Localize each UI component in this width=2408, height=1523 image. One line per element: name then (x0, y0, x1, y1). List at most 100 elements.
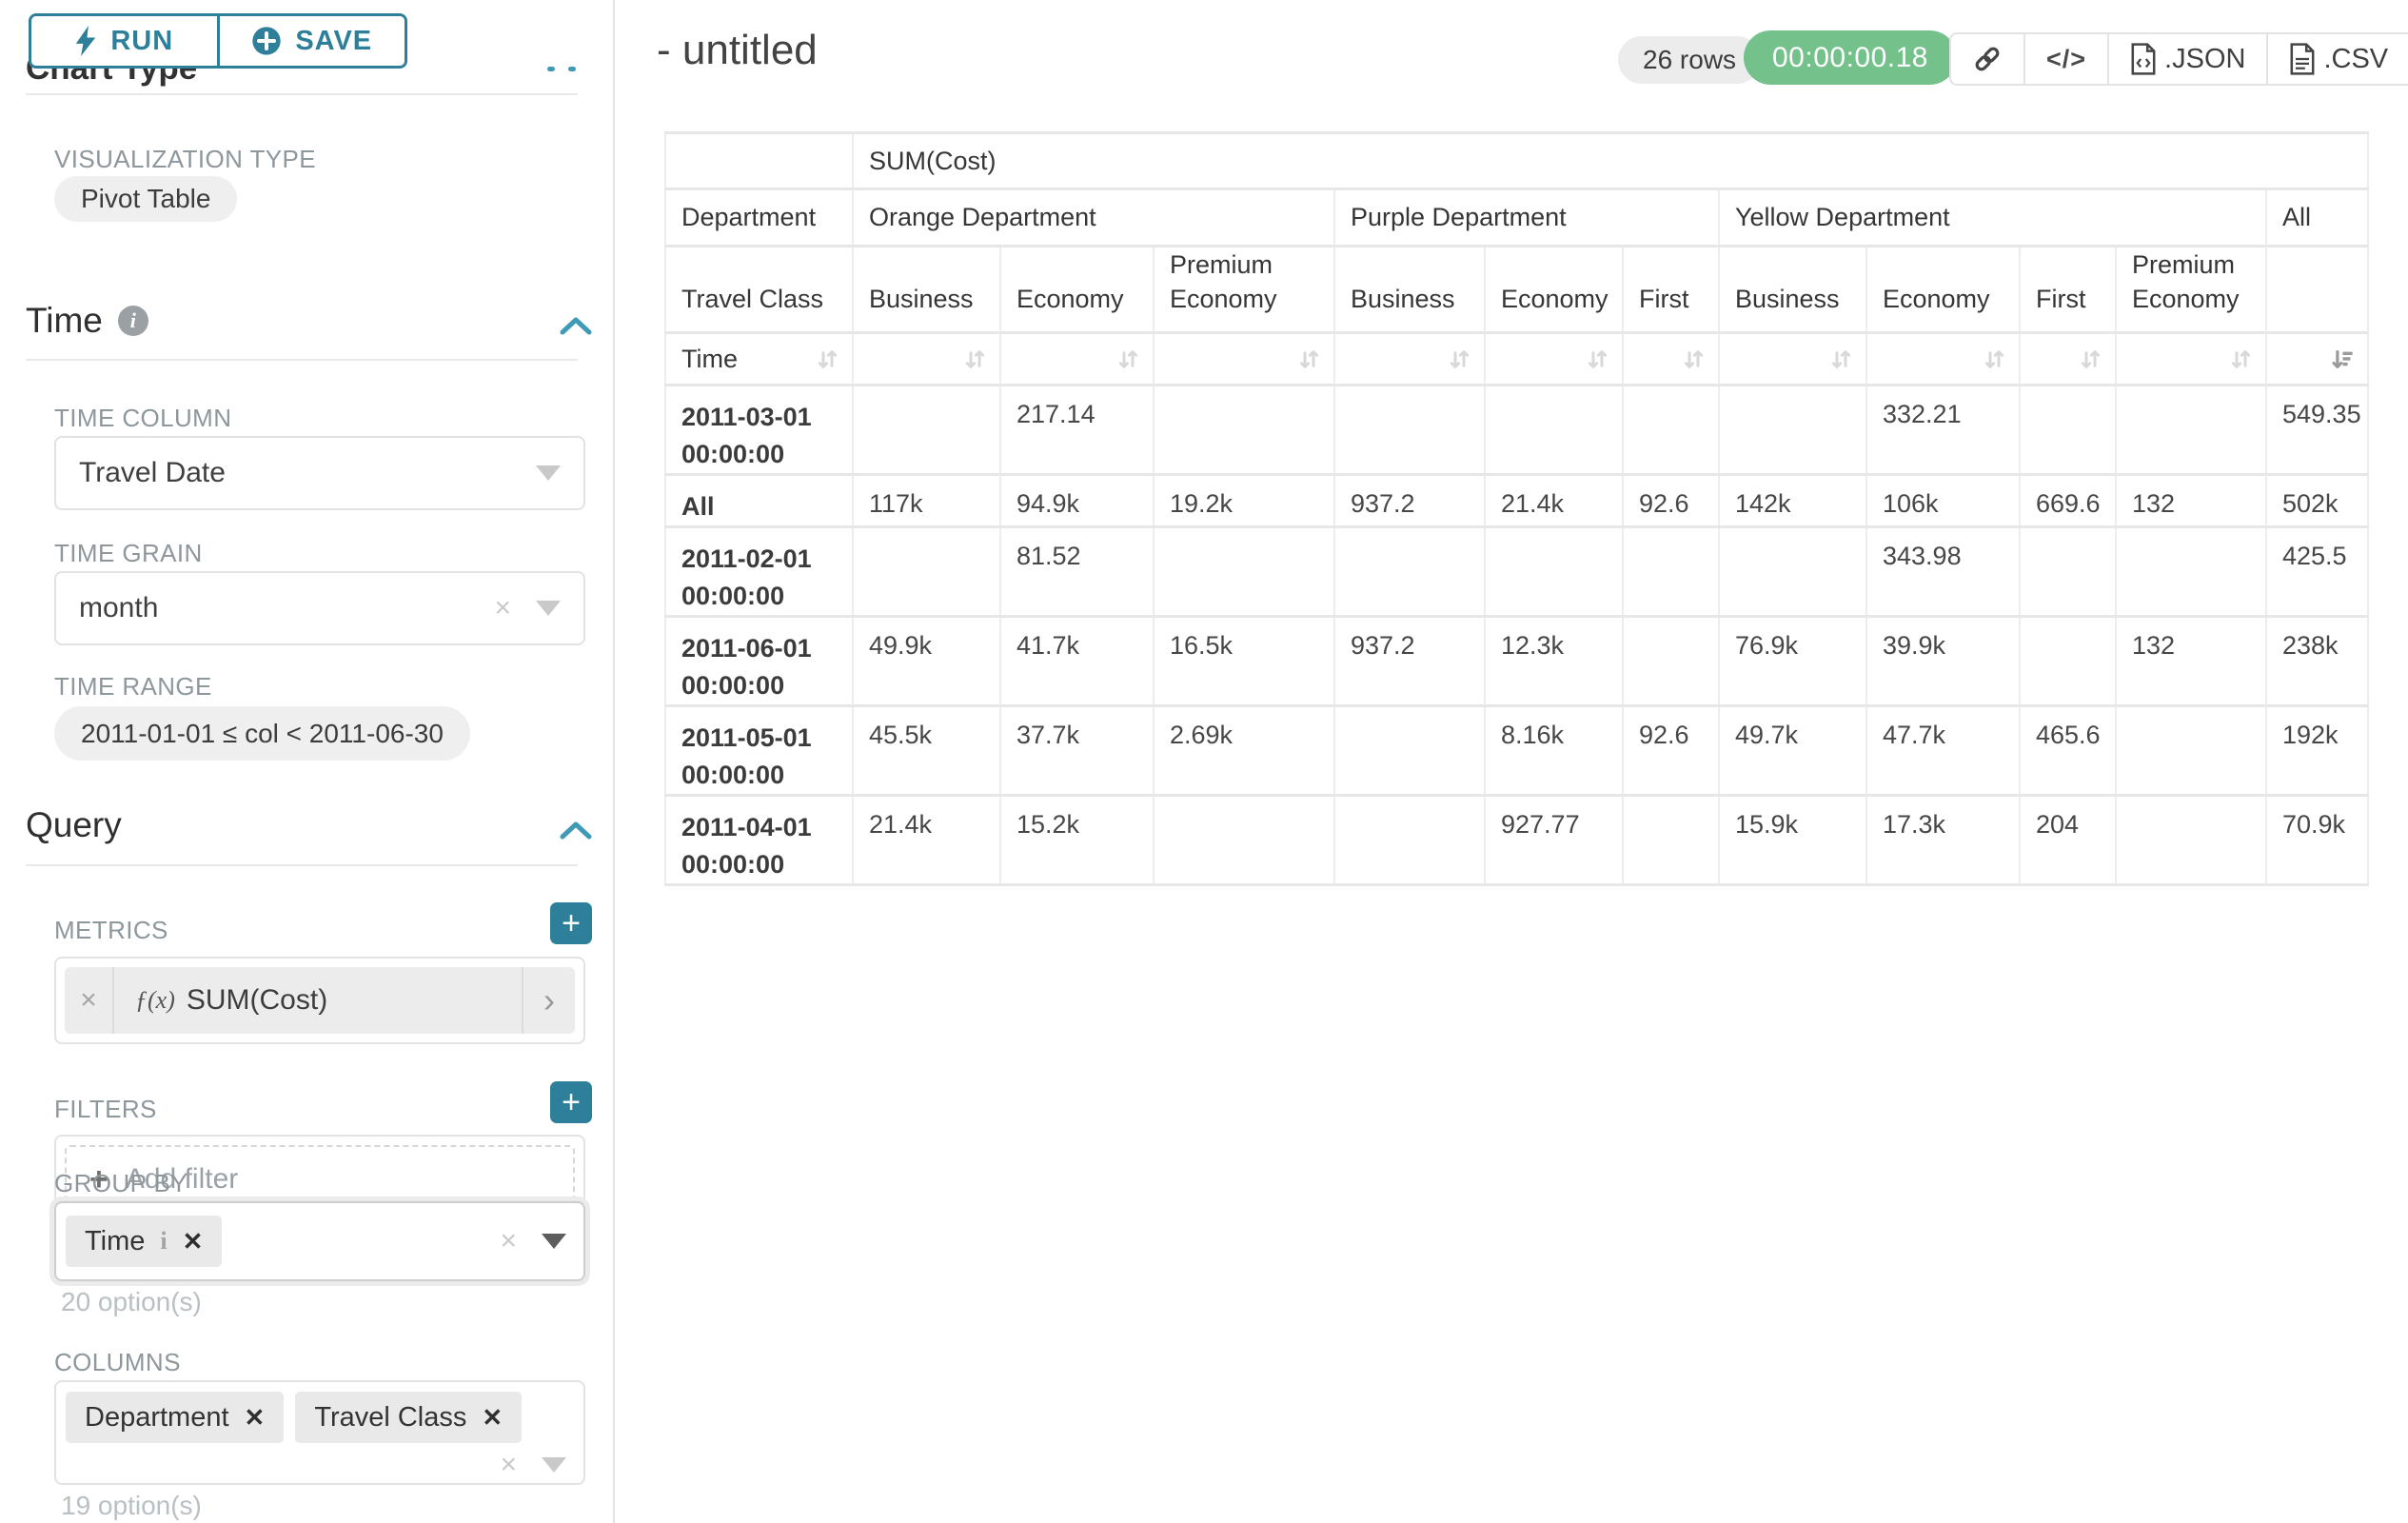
save-button-label: SAVE (295, 25, 373, 56)
sort-icon[interactable] (815, 346, 840, 372)
row-dimension-header: Department (664, 188, 854, 247)
value-cell: 12.3k (1484, 615, 1624, 707)
row-header: 2011-05-01 00:00:00 (664, 704, 854, 797)
remove-metric-icon[interactable]: × (65, 967, 114, 1034)
fx-icon: ƒ(x) (135, 986, 175, 1014)
value-cell: 15.9k (1718, 794, 1867, 886)
export-csv-button[interactable]: .CSV (2266, 34, 2408, 84)
chart-title[interactable]: - untitled (657, 27, 818, 73)
time-grain-select[interactable]: month × (54, 571, 585, 645)
time-column-select[interactable]: Travel Date (54, 436, 585, 510)
clear-icon[interactable]: × (500, 1449, 517, 1480)
columns-helper: 19 option(s) (61, 1491, 202, 1520)
metric-pill[interactable]: × ƒ(x) SUM(Cost) › (65, 967, 575, 1034)
plus-circle-icon (252, 27, 281, 55)
section-divider (26, 359, 578, 361)
value-cell: 76.9k (1718, 615, 1867, 707)
selected-chip[interactable]: Time i ✕ (66, 1216, 223, 1267)
sortable-col-cell (852, 331, 1001, 386)
add-metric-button[interactable]: + (550, 902, 592, 944)
time-range-pill[interactable]: 2011-01-01 ≤ col < 2011-06-30 (54, 706, 470, 761)
group-by-select[interactable]: Time i ✕ × (54, 1201, 585, 1281)
value-cell: 17.3k (1865, 794, 2021, 886)
metrics-box: × ƒ(x) SUM(Cost) › (54, 957, 585, 1044)
value-cell (2115, 384, 2267, 476)
collapse-query-caret[interactable] (560, 821, 592, 840)
sort-icon[interactable] (1115, 346, 1141, 372)
row-header: 2011-03-01 00:00:00 (664, 384, 854, 476)
group-by-chips: Time i ✕ (66, 1216, 223, 1267)
value-cell: 937.2 (1333, 473, 1486, 528)
columns-select[interactable]: Department ✕ Travel Class ✕ × (54, 1380, 585, 1485)
value-cell (1333, 704, 1486, 797)
run-button[interactable]: RUN (31, 16, 217, 66)
value-cell: 19.2k (1153, 473, 1335, 528)
value-cell: 47.7k (1865, 704, 2021, 797)
sort-desc-icon[interactable] (2330, 346, 2356, 372)
value-cell: 669.6 (2019, 473, 2117, 528)
add-filter-button[interactable]: + (550, 1081, 592, 1123)
info-icon[interactable]: i (117, 306, 148, 336)
value-cell (2019, 384, 2117, 476)
view-query-button[interactable]: </> (2023, 34, 2107, 84)
save-button[interactable]: SAVE (216, 16, 405, 66)
remove-chip-icon[interactable]: ✕ (244, 1402, 266, 1432)
section-divider (26, 93, 578, 95)
sort-icon[interactable] (1681, 346, 1707, 372)
value-cell (2115, 704, 2267, 797)
expand-metric-icon[interactable]: › (543, 980, 555, 1019)
value-cell: 8.16k (1484, 704, 1624, 797)
clear-icon[interactable]: × (494, 592, 511, 623)
chevron-down-icon[interactable] (542, 1457, 566, 1473)
sort-icon[interactable] (1447, 346, 1472, 372)
share-link-button[interactable] (1951, 34, 2023, 84)
sortable-col-cell (2019, 331, 2117, 386)
value-cell: 92.6 (1622, 704, 1720, 797)
sort-icon[interactable] (1982, 346, 2007, 372)
metric-content: ƒ(x) SUM(Cost) (114, 967, 523, 1034)
value-cell: 502k (2265, 473, 2369, 528)
clear-icon[interactable]: × (500, 1225, 517, 1256)
export-json-button[interactable]: .JSON (2107, 34, 2266, 84)
sort-icon[interactable] (1296, 346, 1322, 372)
value-cell (1484, 525, 1624, 618)
chevron-down-icon[interactable] (542, 1234, 566, 1249)
json-label: .JSON (2164, 43, 2246, 74)
collapse-time-caret[interactable] (560, 316, 592, 335)
value-cell: 142k (1718, 473, 1867, 528)
table-row: 2011-03-01 00:00:00 217.14 332.21 549.35 (664, 384, 2369, 476)
info-icon[interactable]: i (160, 1227, 168, 1255)
value-cell: 343.98 (1865, 525, 2021, 618)
value-cell: 49.7k (1718, 704, 1867, 797)
viz-type-label: VISUALIZATION TYPE (54, 145, 316, 173)
sortable-col-cell (1718, 331, 1867, 386)
remove-chip-icon[interactable]: ✕ (182, 1226, 204, 1256)
viz-type-pill[interactable]: Pivot Table (54, 176, 238, 222)
value-cell: 937.2 (1333, 615, 1486, 707)
sortable-col-cell (999, 331, 1155, 386)
col-group-header: All (2265, 188, 2369, 247)
selected-chip[interactable]: Department ✕ (66, 1392, 285, 1443)
sortable-col-cell (1153, 331, 1335, 386)
col-header (2265, 245, 2369, 334)
remove-chip-icon[interactable]: ✕ (482, 1402, 503, 1432)
value-cell: 81.52 (999, 525, 1155, 618)
col-header: First (1622, 245, 1720, 334)
sort-icon[interactable] (962, 346, 988, 372)
col-header: Premium Economy (2115, 245, 2267, 334)
value-cell: 106k (1865, 473, 2021, 528)
value-cell (2019, 525, 2117, 618)
plus-icon: + (89, 1160, 109, 1197)
col-header: Economy (1865, 245, 2021, 334)
col-group-header: Purple Department (1333, 188, 1720, 247)
sort-icon[interactable] (2228, 346, 2254, 372)
sort-icon[interactable] (1828, 346, 1854, 372)
sort-icon[interactable] (2078, 346, 2103, 372)
value-cell: 549.35 (2265, 384, 2369, 476)
group-by-label: GROUP BY (54, 1169, 188, 1197)
col-header: Business (852, 245, 1001, 334)
value-cell (2115, 525, 2267, 618)
sort-icon[interactable] (1585, 346, 1610, 372)
selected-chip[interactable]: Travel Class ✕ (295, 1392, 523, 1443)
